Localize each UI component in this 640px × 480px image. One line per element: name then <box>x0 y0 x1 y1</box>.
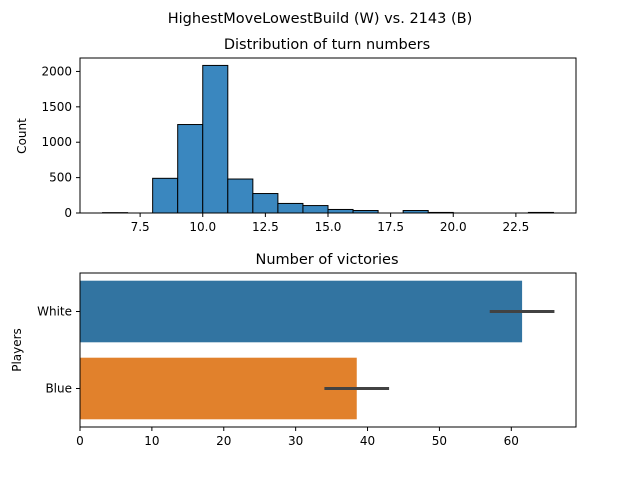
victories-plot: Number of victories Players 0 10 20 30 40 50 6… <box>10 252 577 448</box>
victories-x-tick-label: 60 <box>504 434 519 448</box>
victories-x-tick-label: 20 <box>216 434 231 448</box>
histogram-x-tick-label: 7.5 <box>131 220 150 234</box>
victories-x-tick-label: 0 <box>76 434 84 448</box>
victories-frame <box>79 272 577 428</box>
histogram-bars <box>102 64 554 214</box>
histogram-y-tick-label: 1500 <box>41 100 72 114</box>
victories-x-ticks: 0 10 20 30 40 50 60 <box>76 427 519 448</box>
victories-y-tick-label: White <box>37 305 72 319</box>
victories-error-bars <box>324 310 555 390</box>
histogram-bar <box>177 124 204 214</box>
victories-y-ticks: White Blue <box>37 305 80 396</box>
histogram-x-ticks: 7.5 10.0 12.5 15.0 17.5 20.0 22.5 <box>131 213 530 234</box>
histogram-bar <box>252 193 279 214</box>
histogram-x-tick-label: 17.5 <box>377 220 404 234</box>
histogram-bar <box>152 177 179 214</box>
figure-suptitle: HighestMoveLowestBuild (W) vs. 2143 (B) <box>168 11 472 27</box>
histogram-bar <box>227 178 254 214</box>
histogram-bar <box>327 208 354 214</box>
victories-x-tick-label: 50 <box>432 434 447 448</box>
histogram-y-tick-label: 0 <box>64 206 72 220</box>
histogram-title: Distribution of turn numbers <box>224 37 430 53</box>
histogram-x-tick-label: 12.5 <box>252 220 279 234</box>
victories-bar <box>80 357 357 420</box>
histogram-x-tick-label: 10.0 <box>189 220 216 234</box>
victories-x-tick-label: 40 <box>360 434 375 448</box>
histogram-y-ticks: 0 500 1000 1500 2000 <box>41 64 80 220</box>
victories-ylabel: Players <box>10 328 24 372</box>
histogram-plot: Distribution of turn numbers Count 7.5 10… <box>15 37 577 234</box>
histogram-y-tick-label: 1000 <box>41 135 72 149</box>
histogram-x-tick-label: 20.0 <box>440 220 467 234</box>
histogram-bar <box>277 202 304 214</box>
histogram-x-tick-label: 22.5 <box>503 220 530 234</box>
histogram-y-tick-label: 500 <box>49 171 72 185</box>
victories-title: Number of victories <box>255 252 398 268</box>
victories-x-tick-label: 30 <box>288 434 303 448</box>
histogram-bar <box>202 64 229 214</box>
histogram-y-tick-label: 2000 <box>41 64 72 78</box>
victories-y-tick-label: Blue <box>45 382 72 396</box>
victories-x-tick-label: 10 <box>144 434 159 448</box>
histogram-ylabel: Count <box>15 118 29 154</box>
histogram-x-tick-label: 15.0 <box>315 220 342 234</box>
victories-bar <box>80 280 523 343</box>
victories-bars <box>80 280 523 420</box>
histogram-bar <box>302 205 329 214</box>
histogram-frame <box>79 57 577 214</box>
